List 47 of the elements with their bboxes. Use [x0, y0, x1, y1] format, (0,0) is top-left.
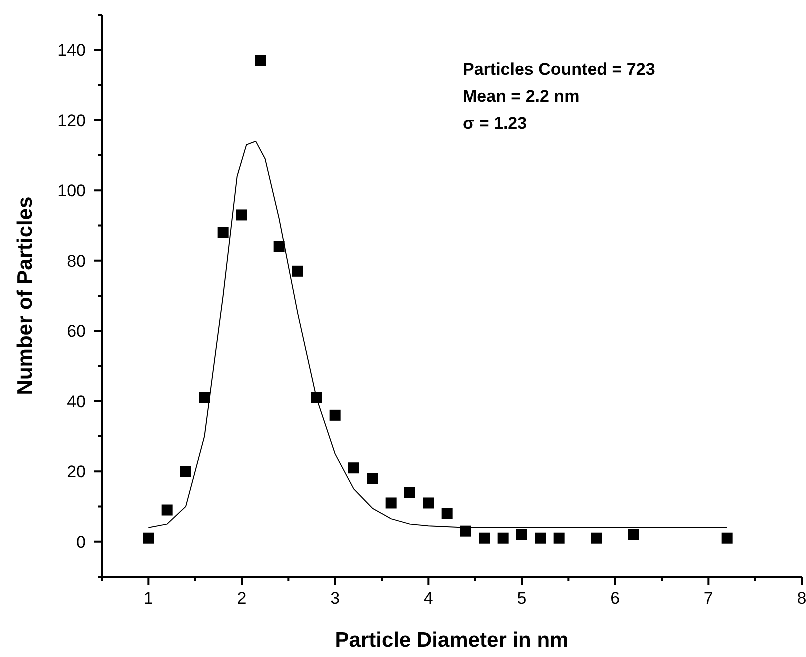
- x-tick-label: 5: [517, 589, 527, 608]
- point: [442, 508, 453, 520]
- point: [498, 532, 509, 544]
- y-tick-label: 120: [58, 111, 86, 130]
- y-axis-title: Number of Particles: [14, 196, 37, 396]
- x-tick-label: 6: [610, 589, 620, 608]
- x-tick-label: 1: [144, 589, 154, 608]
- point: [218, 227, 229, 238]
- annotation: σ = 1.23: [463, 114, 528, 133]
- point: [311, 392, 322, 404]
- y-tick-label: 0: [76, 532, 86, 552]
- y-tick-label: 100: [58, 182, 86, 201]
- x-tick-label: 4: [424, 589, 434, 608]
- x-tick-label: 2: [237, 589, 247, 608]
- point: [554, 532, 565, 544]
- y-tick-label: 40: [67, 392, 86, 412]
- point: [722, 532, 733, 544]
- point: [591, 532, 602, 544]
- point: [143, 532, 154, 544]
- point: [255, 55, 266, 66]
- point: [292, 266, 304, 277]
- y-tick-label: 80: [67, 252, 86, 271]
- point: [330, 410, 341, 421]
- point: [199, 392, 210, 404]
- point: [516, 529, 528, 540]
- point: [162, 504, 173, 516]
- point: [460, 526, 472, 537]
- point: [423, 498, 434, 509]
- y-tick-label: 20: [67, 462, 86, 482]
- point: [348, 462, 360, 474]
- annotation: Mean = 2.2 nm: [463, 87, 580, 106]
- x-tick-label: 7: [704, 589, 714, 608]
- x-tick-label: 3: [330, 589, 340, 608]
- point: [479, 532, 490, 544]
- point: [367, 473, 378, 484]
- annotation: Particles Counted = 723: [463, 60, 656, 79]
- y-tick-label: 140: [58, 41, 86, 60]
- point: [404, 487, 416, 498]
- point: [535, 532, 546, 544]
- point: [180, 466, 192, 478]
- x-tick-label: 8: [797, 589, 806, 608]
- point: [274, 241, 285, 252]
- x-axis-title: Particle Diameter in nm: [335, 629, 569, 652]
- point: [628, 529, 640, 540]
- point: [236, 210, 248, 221]
- point: [386, 498, 397, 509]
- y-tick-label: 60: [67, 322, 86, 342]
